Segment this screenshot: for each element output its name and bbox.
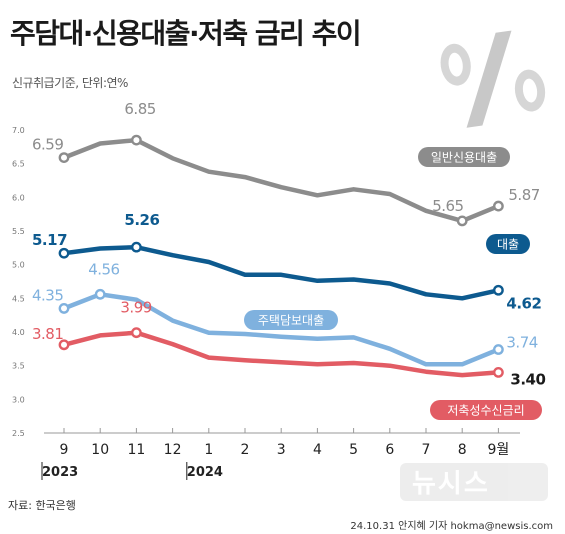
y-tick-label: 3.5 bbox=[12, 362, 25, 371]
y-tick-label: 4.0 bbox=[12, 328, 25, 337]
series-3-line bbox=[61, 292, 501, 367]
y-tick-label: 7.0 bbox=[12, 126, 25, 135]
y-tick-label: 5.5 bbox=[12, 227, 25, 236]
series-4-value-label: 3.40 bbox=[510, 370, 545, 388]
svg-text:뉴시스: 뉴시스 bbox=[412, 469, 490, 499]
series-3-value-label: 3.74 bbox=[506, 334, 537, 352]
series-4-point bbox=[58, 339, 70, 351]
series-2-line bbox=[61, 244, 501, 301]
x-tick-label: 9 bbox=[60, 442, 69, 458]
series-2-value-label: 5.26 bbox=[124, 211, 159, 229]
series-2-value-label: 4.62 bbox=[506, 294, 541, 312]
series-4-line bbox=[61, 330, 501, 378]
y-tick-label: 4.5 bbox=[12, 294, 25, 303]
series-3-point bbox=[94, 288, 106, 300]
series-2-value-label: 5.17 bbox=[32, 231, 67, 249]
series-1-value-label: 6.59 bbox=[32, 136, 63, 154]
series-1-name-label: 일반신용대출 bbox=[418, 147, 510, 167]
x-tick-label: 10 bbox=[91, 442, 109, 458]
y-tick-label: 2.5 bbox=[12, 429, 25, 438]
series-4-name-label: 저축성수신금리 bbox=[430, 400, 542, 420]
x-tick-label: 11 bbox=[127, 442, 145, 458]
svg-text:일반신용대출: 일반신용대출 bbox=[431, 151, 497, 165]
series-3-value-label: 4.35 bbox=[32, 286, 63, 304]
chart-axes: 7.06.56.05.55.04.54.03.53.02.59 10 11 12 1 2 3… bbox=[12, 126, 520, 480]
series-1-value-label: 6.85 bbox=[124, 100, 155, 118]
x-tick-label: 7 bbox=[422, 442, 431, 458]
chart-subtitle: 신규취급기준, 단위:연% bbox=[12, 76, 128, 90]
y-tick-label: 5.0 bbox=[12, 261, 25, 270]
svg-text:주택담보대출: 주택담보대출 bbox=[258, 314, 324, 328]
series-3-point bbox=[492, 344, 504, 355]
series-2-point bbox=[58, 247, 70, 259]
series-4-point bbox=[492, 366, 504, 378]
series-4-value-label: 3.81 bbox=[32, 325, 63, 343]
x-tick-label: 12 bbox=[164, 442, 182, 458]
x-tick-label: 6 bbox=[385, 442, 394, 458]
svg-text:저축성수신금리: 저축성수신금리 bbox=[447, 404, 524, 418]
y-tick-label: 6.5 bbox=[12, 160, 25, 169]
series-1-value-label: 5.65 bbox=[432, 197, 463, 215]
x-tick-label: 2 bbox=[241, 442, 250, 458]
y-tick-label: 6.0 bbox=[12, 193, 25, 202]
labels-layer: 6.59 6.85 5.65 5.87 일반신용대출 5.17 5.26 4.62 대출 4.35… bbox=[32, 100, 546, 420]
x-tick-label: 5 bbox=[349, 442, 358, 458]
series-1-point bbox=[130, 134, 142, 146]
credit-line: 24.10.31 안지혜 기자 hokma@newsis.com bbox=[350, 521, 553, 532]
series-2-point bbox=[130, 241, 142, 253]
series-2-point bbox=[492, 284, 504, 296]
x-tick-label: 3 bbox=[277, 442, 286, 458]
series-3-value-label: 4.56 bbox=[88, 260, 119, 278]
series-2-name-label: 대출 bbox=[486, 234, 530, 254]
x-tick-label: 8 bbox=[458, 442, 467, 458]
series-3-name-label: 주택담보대출 bbox=[244, 310, 338, 330]
year-label: 2024 bbox=[187, 465, 223, 480]
percent-sign-icon bbox=[440, 30, 546, 128]
series-1-point bbox=[492, 200, 504, 212]
source-note: 자료: 한국은행 bbox=[8, 499, 76, 512]
series-3-point bbox=[58, 303, 70, 314]
x-tick-label: 4 bbox=[313, 442, 322, 458]
x-tick-label: 1 bbox=[204, 442, 213, 458]
series-1-value-label: 5.87 bbox=[508, 186, 539, 204]
x-tick-label: 9월 bbox=[488, 442, 510, 458]
series-4-value-label: 3.99 bbox=[120, 299, 151, 317]
chart-title: 주담대·신용대출·저축 금리 추이 bbox=[10, 17, 362, 50]
watermark: 뉴시스 bbox=[400, 463, 548, 501]
y-tick-label: 3.0 bbox=[12, 395, 25, 404]
series-1-point bbox=[456, 215, 468, 227]
year-label: 2023 bbox=[42, 465, 78, 480]
series-4-point bbox=[130, 327, 142, 339]
svg-text:대출: 대출 bbox=[497, 238, 519, 252]
series-1-point bbox=[58, 152, 70, 164]
series-layer bbox=[58, 134, 504, 378]
